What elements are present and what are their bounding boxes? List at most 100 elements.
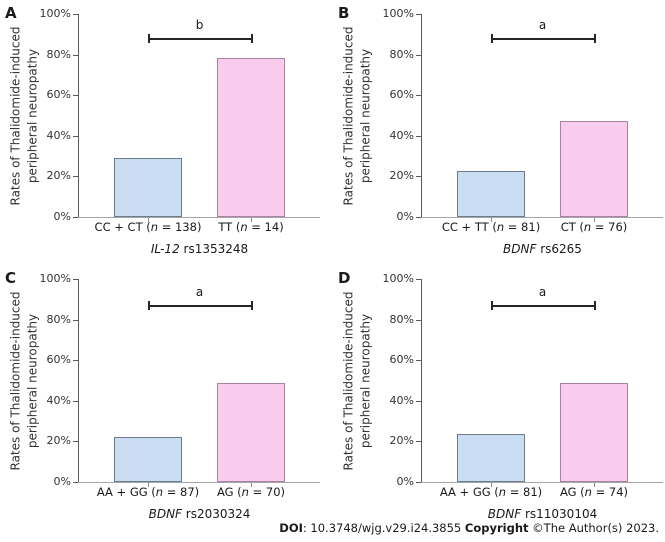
x-category-label: CT (n = 76) [560, 220, 628, 234]
y-tick-mark [73, 400, 78, 402]
y-tick-mark [73, 95, 78, 97]
y-tick-mark [416, 360, 421, 362]
significance-bracket-cap [148, 34, 150, 44]
y-tick-mark [73, 482, 78, 483]
significance-letter: a [538, 285, 547, 300]
y-tick-label: 0% [396, 475, 414, 488]
y-tick-mark [73, 135, 78, 137]
significance-letter: a [538, 18, 547, 33]
y-tick-mark [416, 279, 421, 280]
panel-label-B: B [338, 4, 350, 22]
y-tick-mark [416, 135, 421, 137]
x-axis-line [78, 482, 320, 483]
y-tick-mark [73, 319, 78, 321]
y-tick-label: 100% [39, 272, 71, 285]
x-tick-mark [251, 218, 252, 222]
y-tick-label: 20% [389, 169, 414, 183]
y-tick-label: 40% [389, 393, 414, 407]
x-tick-mark [594, 218, 595, 222]
y-tick-label: 100% [382, 272, 414, 285]
panel-label-C: C [5, 269, 17, 287]
y-tick-label: 60% [46, 88, 71, 102]
x-axis-line [421, 482, 663, 483]
y-tick-label: 80% [46, 312, 71, 326]
y-tick-label: 40% [46, 393, 71, 407]
y-axis-line [421, 14, 422, 218]
x-category-label: AA + GG (n = 87) [96, 485, 200, 499]
y-tick-mark [416, 54, 421, 56]
y-axis-title: Rates of Thalidomide-induced peripheral n… [341, 26, 373, 205]
bar-combined-genotype [457, 171, 525, 217]
y-tick-mark [416, 14, 421, 15]
y-tick-mark [73, 360, 78, 362]
x-axis-title: IL-12 rs1353248 [150, 242, 249, 256]
doi-value: : 10.3748/wjg.v29.i24.3855 [302, 521, 465, 535]
x-tick-mark [491, 218, 492, 222]
significance-bracket-cap [594, 301, 596, 311]
x-axis-line [421, 217, 663, 218]
y-tick-label: 100% [39, 7, 71, 20]
bar-variant-genotype [560, 383, 628, 482]
y-tick-label: 60% [389, 88, 414, 102]
y-tick-label: 20% [46, 434, 71, 448]
y-tick-label: 80% [389, 312, 414, 326]
x-tick-mark [491, 483, 492, 487]
significance-bracket-line [491, 38, 594, 40]
y-tick-label: 20% [389, 434, 414, 448]
y-axis-line [78, 14, 79, 218]
significance-bracket-line [148, 305, 251, 307]
y-tick-label: 20% [46, 169, 71, 183]
significance-bracket-line [148, 38, 251, 40]
y-tick-label: 80% [389, 47, 414, 61]
panel-C: C Rates of Thalidomide-induced peripheral … [0, 265, 332, 523]
y-tick-mark [73, 176, 78, 178]
significance-letter: a [195, 285, 204, 300]
x-category-label: AG (n = 70) [216, 485, 286, 499]
y-tick-label: 60% [389, 353, 414, 367]
significance-letter: b [195, 18, 204, 33]
doi-copyright-line: DOI: 10.3748/wjg.v29.i24.3855 Copyright … [279, 521, 659, 535]
x-axis-title: BDNF rs6265 [503, 242, 582, 256]
significance-bracket-cap [148, 301, 150, 311]
y-axis-line [421, 279, 422, 483]
significance-bracket-cap [251, 34, 253, 44]
y-axis-title: Rates of Thalidomide-induced peripheral n… [8, 291, 40, 470]
x-tick-mark [251, 483, 252, 487]
significance-bracket-cap [251, 301, 253, 311]
copyright-label: Copyright [464, 521, 529, 535]
x-category-label: AG (n = 74) [559, 485, 629, 499]
x-category-label: AA + GG (n = 81) [439, 485, 543, 499]
panel-D: D Rates of Thalidomide-induced peripheral … [333, 265, 665, 523]
y-tick-label: 100% [382, 7, 414, 20]
bar-combined-genotype [114, 437, 182, 482]
y-tick-label: 0% [53, 475, 71, 488]
bar-variant-genotype [217, 383, 285, 482]
copyright-value: ©The Author(s) 2023. [528, 521, 659, 535]
y-tick-label: 60% [46, 353, 71, 367]
y-axis-title: Rates of Thalidomide-induced peripheral n… [341, 291, 373, 470]
significance-bracket-cap [491, 34, 493, 44]
y-tick-mark [416, 176, 421, 178]
panel-label-D: D [338, 269, 351, 287]
panel-label-A: A [5, 4, 17, 22]
bar-variant-genotype [560, 120, 628, 217]
bar-variant-genotype [217, 57, 285, 217]
x-axis-title: BDNF rs11030104 [487, 507, 598, 521]
y-tick-mark [416, 319, 421, 321]
y-tick-mark [416, 400, 421, 402]
y-tick-mark [73, 441, 78, 443]
y-tick-mark [416, 482, 421, 483]
y-tick-mark [416, 441, 421, 443]
y-tick-label: 40% [389, 128, 414, 142]
bar-combined-genotype [114, 158, 182, 217]
y-tick-mark [73, 279, 78, 280]
y-axis-line [78, 279, 79, 483]
x-category-label: CC + CT (n = 138) [94, 220, 202, 234]
panel-A: A Rates of Thalidomide-induced peripheral … [0, 0, 332, 258]
x-tick-mark [594, 483, 595, 487]
y-tick-label: 0% [396, 210, 414, 223]
y-tick-mark [73, 54, 78, 56]
x-tick-mark [148, 483, 149, 487]
x-category-label: TT (n = 14) [218, 220, 284, 234]
bar-combined-genotype [457, 434, 525, 482]
